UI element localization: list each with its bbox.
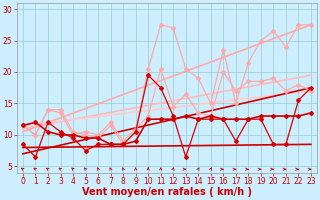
X-axis label: Vent moyen/en rafales ( km/h ): Vent moyen/en rafales ( km/h ) [82,187,252,197]
